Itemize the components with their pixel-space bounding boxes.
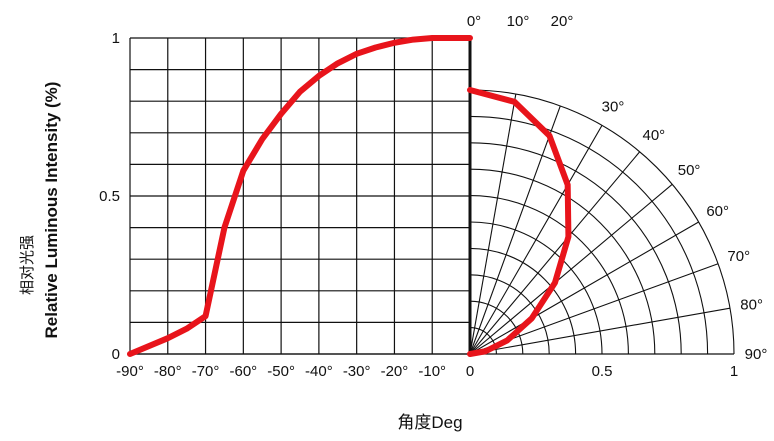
series-line-polar: [467, 87, 572, 357]
series-line-cartesian: [127, 35, 473, 357]
x-tick-label: -30°: [343, 363, 371, 380]
series-layer: [127, 35, 572, 357]
polar-grid: [469, 89, 735, 355]
polar-angle-label: 0°: [467, 13, 481, 30]
x-tick-label: 0: [466, 363, 474, 380]
polar-angle-label: 20°: [551, 13, 574, 30]
x-tick-label: -90°: [116, 363, 144, 380]
polar-arc: [469, 89, 735, 355]
y-axis-label-cn: 相对光强: [19, 235, 36, 295]
x-tick-label: -60°: [229, 363, 257, 380]
polar-arc: [469, 115, 709, 355]
polar-arc: [469, 274, 550, 355]
y-tick-label: 0: [112, 346, 120, 363]
labels-layer: 0 0.5 1 -90° -80° -70° -60° -50° -40° -30° -20° -10…: [99, 13, 767, 380]
polar-radial: [469, 151, 641, 355]
polar-radial: [469, 221, 699, 355]
polar-radial: [469, 183, 673, 355]
polar-angle-label: 30°: [602, 98, 625, 115]
y-tick-label: 0.5: [99, 188, 120, 205]
x-tick-label: -40°: [305, 363, 333, 380]
y-axis-label: Relative Luminous Intensity (%): [42, 82, 61, 339]
x-tick-label: 1: [730, 363, 738, 380]
polar-radial: [469, 307, 731, 355]
polar-radial: [469, 93, 517, 355]
polar-angle-label: 80°: [740, 296, 763, 313]
polar-arc: [469, 168, 656, 355]
polar-angle-label: 60°: [706, 203, 729, 220]
polar-angle-label: 10°: [507, 13, 530, 30]
polar-radial: [469, 105, 561, 355]
x-axis-label: 角度Deg: [397, 413, 462, 432]
polar-arc: [469, 142, 682, 355]
polar-angle-label: 40°: [642, 127, 665, 144]
polar-radial: [469, 125, 603, 355]
polar-angle-label: 70°: [727, 248, 750, 265]
polar-arc: [469, 195, 629, 355]
y-tick-label: 1: [112, 30, 120, 47]
polar-arc: [469, 247, 577, 355]
polar-angle-label: 90°: [745, 346, 768, 363]
polar-angle-label: 50°: [678, 162, 701, 179]
x-tick-label: -20°: [381, 363, 409, 380]
x-tick-label: 0.5: [592, 363, 613, 380]
x-tick-label: -70°: [192, 363, 220, 380]
x-tick-label: -80°: [154, 363, 182, 380]
x-tick-label: -50°: [267, 363, 295, 380]
polar-arc: [469, 300, 524, 355]
x-tick-label: -10°: [418, 363, 446, 380]
rect-grid: [129, 37, 471, 355]
